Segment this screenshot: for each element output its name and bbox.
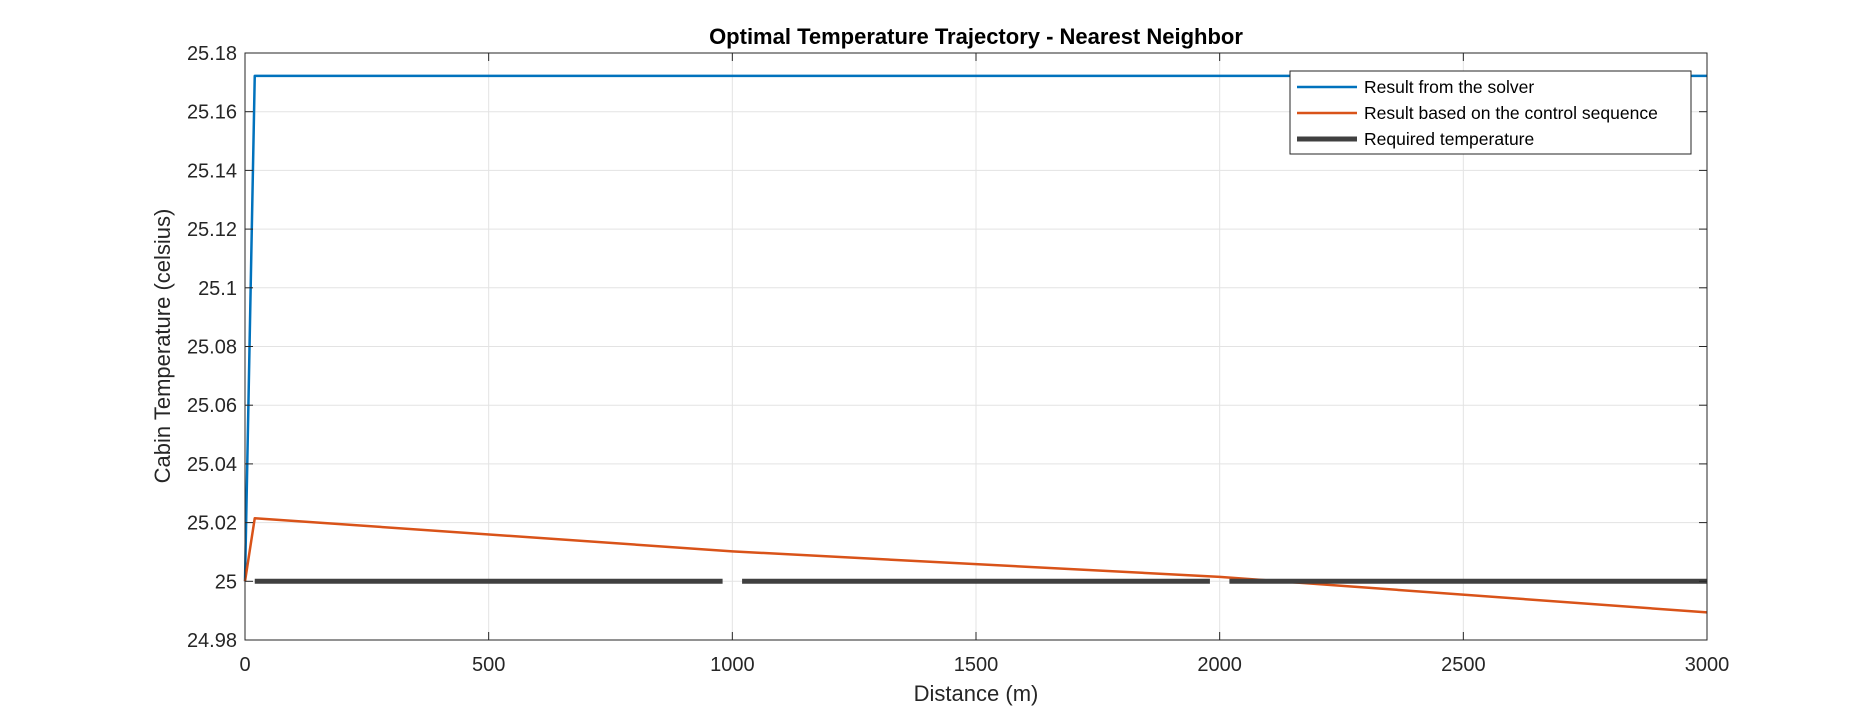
x-tick-label: 1500 <box>954 654 999 676</box>
y-tick-label: 25.14 <box>187 160 237 182</box>
y-tick-label: 25.18 <box>187 43 237 65</box>
legend-label: Result based on the control sequence <box>1364 103 1658 123</box>
legend-label: Result from the solver <box>1364 77 1534 97</box>
y-tick-label: 25.16 <box>187 102 237 124</box>
x-tick-label: 0 <box>239 654 250 676</box>
y-tick-label: 25.02 <box>187 513 237 535</box>
y-tick-label: 24.98 <box>187 630 237 652</box>
x-tick-label: 500 <box>472 654 505 676</box>
x-tick-label: 2500 <box>1441 654 1486 676</box>
y-tick-label: 25.1 <box>198 278 237 300</box>
series-line <box>243 516 1708 614</box>
series-layer <box>243 74 1708 614</box>
chart-title: Optimal Temperature Trajectory - Nearest… <box>709 24 1243 49</box>
y-tick-label: 25.06 <box>187 395 237 417</box>
legend: Result from the solver Result based on th… <box>1289 70 1692 155</box>
y-tick-label: 25 <box>215 571 237 593</box>
y-tick-label: 25.08 <box>187 337 237 359</box>
series-line <box>243 74 1707 582</box>
y-axis-label: Cabin Temperature (celsius) <box>150 209 175 484</box>
series-1 <box>243 74 1707 582</box>
x-tick-label: 2000 <box>1197 654 1242 676</box>
series-2 <box>243 516 1708 614</box>
y-tick-label: 25.04 <box>187 454 237 476</box>
x-tick-label: 1000 <box>710 654 755 676</box>
y-tick-label: 25.12 <box>187 219 237 241</box>
legend-label: Required temperature <box>1364 129 1534 149</box>
x-tick-label: 3000 <box>1685 654 1730 676</box>
axis-ticks: 0 500 1000 1500 2000 2500 3000 24.98 25 25.02 25.0… <box>187 43 1729 676</box>
x-axis-label: Distance (m) <box>914 681 1039 706</box>
